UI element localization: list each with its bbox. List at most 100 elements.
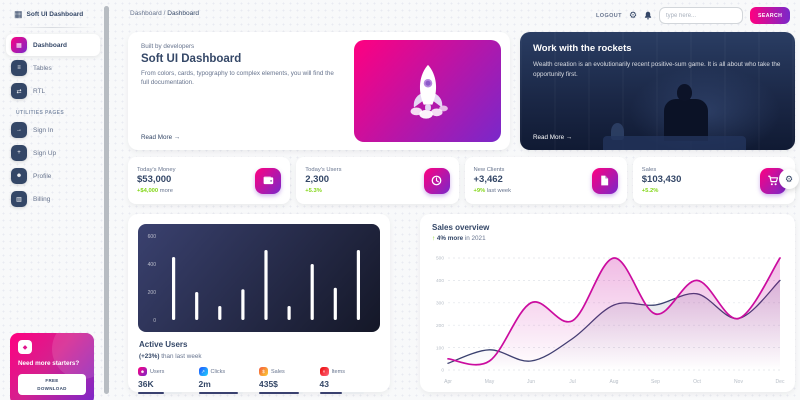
rtl-icon: ⇄ <box>11 83 27 99</box>
stat-card-sales: Sales $103,430 +5.2% <box>632 157 795 204</box>
stat-label: Today's Users <box>305 167 342 173</box>
hero-card: Built by developers Soft UI Dashboard Fr… <box>128 32 510 150</box>
search-button[interactable]: SEARCH <box>750 7 791 24</box>
stat-label: New Clients <box>473 167 505 173</box>
stat-card-today-s-money: Today's Money $53,000 +$4,000 more <box>128 157 291 204</box>
stat-card-new-clients: New Clients +3,462 +9% last week <box>464 157 627 204</box>
active-users-title: Active Users <box>139 340 188 349</box>
sidebar-item-billing[interactable]: ▥ Billing <box>6 188 100 210</box>
sidebar-nav-utilities: → Sign In + Sign Up ☻ Profile ▥ Billing <box>0 119 104 210</box>
sign-up-icon: + <box>11 145 27 161</box>
breadcrumb-separator: / <box>163 10 166 17</box>
stat-label: Today's Money <box>137 167 176 173</box>
dashboard-icon: ▦ <box>11 37 27 53</box>
sidebar-item-sign-up[interactable]: + Sign Up <box>6 142 100 164</box>
gem-icon: ◆ <box>18 340 32 354</box>
hero-title: Soft UI Dashboard <box>141 53 242 65</box>
rockets-read-more-link[interactable]: Read More → <box>533 134 573 141</box>
sidebar-item-profile[interactable]: ☻ Profile <box>6 165 100 187</box>
gear-icon[interactable]: ⚙ <box>628 10 638 20</box>
stats-row: Today's Money $53,000 +$4,000 more Today's … <box>128 157 795 204</box>
sidebar-scrollbar[interactable] <box>104 6 109 394</box>
svg-text:500: 500 <box>436 256 444 262</box>
person-head <box>676 83 692 101</box>
svg-text:300: 300 <box>436 301 444 307</box>
svg-text:400: 400 <box>436 278 444 284</box>
arrow-up-icon: ↑ <box>432 235 436 242</box>
rockets-title: Work with the rockets <box>533 43 632 54</box>
mini-stat-label: Items <box>331 368 345 375</box>
logo-icon: ▦ <box>14 9 23 19</box>
gear-icon: ⚙ <box>784 173 794 184</box>
breadcrumb: Dashboard / Dashboard <box>130 10 199 17</box>
rockets-body: Wealth creation is an evolutionarily rec… <box>533 61 781 78</box>
svg-text:Jul: Jul <box>569 379 575 385</box>
globe-icon <box>423 167 450 194</box>
sign-in-icon: → <box>11 122 27 138</box>
sales-icon: $ <box>259 367 268 376</box>
svg-text:Jun: Jun <box>527 379 535 385</box>
mini-stat-label: Clicks <box>210 368 226 375</box>
svg-text:400: 400 <box>148 262 157 268</box>
free-download-button[interactable]: FREE DOWNLOAD <box>18 374 86 396</box>
mini-stat-value: 36K <box>138 379 154 389</box>
sidebar-item-tables[interactable]: ≡ Tables <box>6 57 100 79</box>
stat-value: $103,430 <box>641 174 682 185</box>
svg-text:200: 200 <box>148 290 157 296</box>
hero-read-more-link[interactable]: Read More → <box>141 134 181 141</box>
active-users-card: 0 200 400 600 Active Users (+23%) than last… <box>128 214 390 394</box>
stat-value: $53,000 <box>137 174 172 185</box>
sidebar-item-sign-in[interactable]: → Sign In <box>6 119 100 141</box>
wallet-icon <box>255 167 282 194</box>
items-icon: × <box>319 367 329 376</box>
sidebar-item-label: Billing <box>33 195 51 203</box>
mini-stat-users: ☻ Users 36K <box>138 367 199 394</box>
svg-text:600: 600 <box>148 234 157 240</box>
stat-delta: +5.3% <box>305 188 322 194</box>
sales-overview-subtitle: ↑ 4% more in 2021 <box>432 235 486 242</box>
svg-text:Aug: Aug <box>610 379 619 385</box>
sales-overview-card: Sales overview ↑ 4% more in 2021 0 100 200… <box>420 214 795 392</box>
rockets-card: Work with the rockets Wealth creation is… <box>520 32 795 150</box>
svg-text:0: 0 <box>153 318 156 324</box>
sidebar-item-label: Profile <box>33 172 52 180</box>
svg-text:200: 200 <box>436 323 444 329</box>
mini-stat-progress <box>138 392 182 394</box>
rocket-icon <box>410 64 448 119</box>
sidebar-item-label: Dashboard <box>33 41 67 49</box>
stat-value: 2,300 <box>305 174 330 185</box>
sidebar-item-label: Sign In <box>33 126 54 134</box>
app-logo[interactable]: ▦ Soft UI Dashboard <box>0 0 104 19</box>
profile-icon: ☻ <box>11 168 27 184</box>
sales-overview-line-chart: 0 100 200 300 400 500 Apr May Jun Jul Aug Sep Oct Nov… <box>428 250 788 391</box>
billing-icon: ▥ <box>11 191 27 207</box>
tables-icon: ≡ <box>11 60 27 76</box>
search-input[interactable] <box>659 7 744 24</box>
stat-label: Sales <box>641 167 657 173</box>
mini-stat-progress <box>259 392 303 394</box>
sidebar-item-dashboard[interactable]: ▦ Dashboard <box>6 34 100 56</box>
mini-stat-value: 43 <box>319 379 329 389</box>
logout-link[interactable]: LOGOUT <box>596 12 622 19</box>
mini-stat-value: 435$ <box>259 379 278 389</box>
stat-delta: +5.2% <box>641 188 659 194</box>
bell-icon[interactable] <box>644 11 652 20</box>
svg-text:Apr: Apr <box>444 379 452 385</box>
breadcrumb-root[interactable]: Dashboard <box>130 10 162 17</box>
sidebar-section-label: UTILITIES PAGES <box>16 110 65 116</box>
clicks-icon: ↗ <box>198 367 208 376</box>
hero-eyebrow: Built by developers <box>141 43 195 50</box>
mini-stat-progress <box>319 392 364 394</box>
sidebar-item-label: Sign Up <box>33 149 57 157</box>
svg-text:100: 100 <box>436 345 444 351</box>
settings-fab[interactable]: ⚙ <box>779 169 799 189</box>
mini-stat-progress <box>198 392 243 394</box>
svg-text:Nov: Nov <box>734 379 743 385</box>
sidebar-item-rtl[interactable]: ⇄ RTL <box>6 80 100 102</box>
svg-text:Sep: Sep <box>651 379 660 385</box>
arrow-right-icon: → <box>565 134 573 141</box>
header-actions: LOGOUT ⚙ SEARCH <box>596 7 791 24</box>
mini-stat-label: Sales <box>271 368 285 375</box>
svg-text:Oct: Oct <box>693 379 701 385</box>
